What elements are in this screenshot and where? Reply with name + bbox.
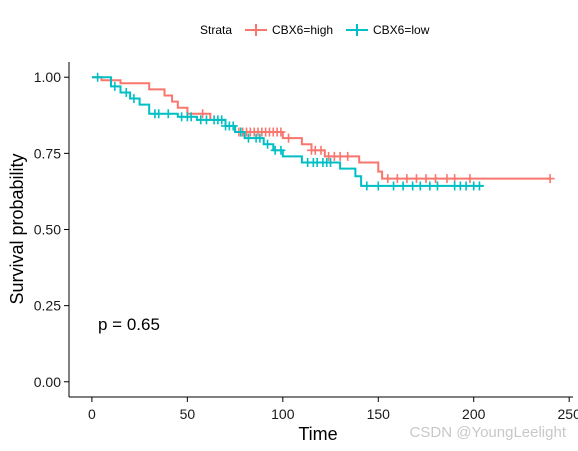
x-tick-label: 250: [558, 406, 578, 422]
censor-mark-low: [228, 121, 238, 131]
censor-mark-low: [154, 109, 164, 119]
legend-title: Strata: [200, 23, 232, 37]
censor-mark-high: [545, 174, 555, 184]
series-line-low: [91, 76, 484, 187]
y-axis: 0.00 0.25 0.50 0.75 1.00: [34, 62, 70, 397]
censor-mark-low: [217, 115, 227, 125]
censor-mark-high: [383, 174, 393, 184]
censor-mark-low: [121, 87, 131, 97]
censor-mark-low: [110, 81, 120, 91]
legend-label-low: CBX6=low: [373, 23, 430, 37]
x-axis-title: Time: [298, 424, 337, 444]
x-tick-label: 100: [271, 406, 295, 422]
censor-mark-low: [186, 112, 196, 122]
censor-mark-high: [421, 174, 431, 184]
censor-mark-low: [326, 158, 336, 167]
legend-label-high: CBX6=high: [272, 23, 333, 37]
x-tick-label: 0: [88, 406, 96, 422]
watermark: CSDN @YoungLeelight: [410, 424, 567, 441]
series-layer: [91, 72, 555, 191]
censor-mark-high: [335, 151, 345, 161]
censor-mark-low: [362, 181, 372, 191]
censor-mark-high: [343, 151, 353, 161]
y-tick-label: 0.75: [34, 145, 61, 161]
censor-mark-low: [389, 181, 399, 191]
y-tick-label: 0.50: [34, 222, 61, 238]
y-tick-label: 0.00: [34, 374, 61, 390]
censor-mark-high: [392, 174, 402, 184]
censor-mark-high: [465, 174, 475, 184]
censor-mark-low: [163, 109, 173, 119]
censor-mark-high: [431, 174, 441, 184]
censor-mark-low: [461, 181, 471, 191]
legend-key-low: [346, 24, 368, 36]
censor-mark-low: [425, 181, 435, 191]
censor-mark-high: [284, 133, 294, 143]
censor-mark-low: [408, 181, 418, 191]
censor-mark-low: [255, 133, 265, 143]
x-tick-label: 150: [367, 406, 391, 422]
censor-mark-high: [276, 127, 286, 137]
censor-mark-high: [198, 109, 208, 119]
censor-mark-high: [411, 174, 421, 184]
censor-mark-high: [316, 145, 326, 155]
censor-mark-low: [236, 127, 246, 137]
censor-mark-low: [474, 181, 484, 191]
y-tick-label: 1.00: [34, 69, 61, 85]
legend: Strata CBX6=high CBX6=low: [200, 23, 430, 37]
p-value-annotation: p = 0.65: [98, 315, 160, 334]
y-axis-title: Survival probability: [7, 153, 27, 304]
censor-mark-low: [93, 72, 103, 82]
y-tick-label: 0.25: [34, 298, 61, 314]
censor-mark-low: [373, 181, 383, 191]
censor-mark-low: [432, 181, 442, 191]
censor-mark-low: [398, 181, 408, 191]
censor-mark-low: [415, 181, 425, 191]
x-tick-label: 200: [462, 406, 486, 422]
legend-key-high: [245, 24, 267, 36]
censor-mark-high: [402, 174, 412, 184]
x-tick-label: 50: [180, 406, 196, 422]
censor-mark-low: [129, 94, 139, 104]
censor-mark-low: [201, 115, 211, 125]
censor-mark-low: [243, 133, 253, 143]
censor-mark-high: [442, 174, 452, 184]
censor-mark-low: [263, 139, 273, 149]
x-axis: 0 50 100 150 200 250: [69, 396, 578, 422]
censor-mark-low: [276, 145, 286, 155]
